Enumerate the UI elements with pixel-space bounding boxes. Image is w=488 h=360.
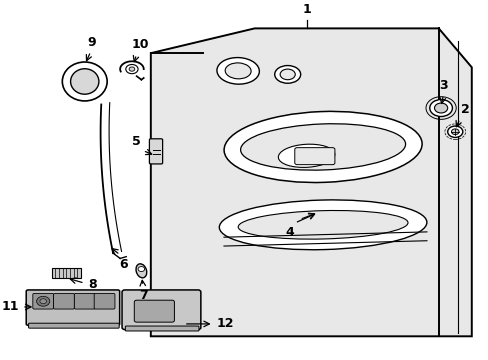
Ellipse shape (136, 264, 146, 278)
Text: 8: 8 (88, 279, 97, 292)
Text: 9: 9 (87, 36, 96, 49)
FancyBboxPatch shape (134, 300, 174, 322)
Ellipse shape (238, 211, 407, 239)
Ellipse shape (278, 144, 334, 167)
FancyBboxPatch shape (74, 293, 95, 309)
FancyBboxPatch shape (28, 323, 119, 328)
Ellipse shape (240, 124, 405, 170)
Text: 10: 10 (131, 38, 148, 51)
Circle shape (40, 299, 46, 304)
Text: 1: 1 (302, 3, 310, 16)
Text: 6: 6 (120, 258, 128, 271)
Circle shape (447, 126, 462, 138)
FancyBboxPatch shape (125, 326, 199, 331)
Circle shape (434, 103, 447, 113)
FancyBboxPatch shape (122, 290, 201, 329)
Text: 5: 5 (132, 135, 141, 148)
Ellipse shape (280, 69, 295, 80)
Ellipse shape (274, 66, 300, 83)
Text: 4: 4 (285, 225, 294, 239)
FancyBboxPatch shape (33, 293, 54, 309)
Circle shape (138, 266, 144, 271)
Circle shape (37, 296, 50, 306)
Circle shape (129, 67, 135, 71)
Circle shape (429, 99, 451, 117)
Ellipse shape (62, 62, 107, 101)
Circle shape (125, 64, 138, 74)
FancyBboxPatch shape (294, 148, 334, 165)
Text: 11: 11 (1, 301, 19, 314)
Polygon shape (150, 28, 471, 336)
Bar (52, 268, 81, 278)
Text: 12: 12 (217, 318, 234, 330)
FancyBboxPatch shape (149, 139, 163, 164)
Text: 7: 7 (139, 289, 148, 302)
Text: 2: 2 (460, 103, 468, 116)
Ellipse shape (70, 69, 99, 94)
Text: 3: 3 (438, 79, 447, 92)
Ellipse shape (224, 63, 251, 79)
FancyBboxPatch shape (94, 293, 115, 309)
Circle shape (450, 129, 458, 135)
Ellipse shape (224, 111, 421, 183)
FancyBboxPatch shape (54, 293, 74, 309)
Ellipse shape (219, 200, 426, 250)
FancyBboxPatch shape (26, 290, 120, 325)
Ellipse shape (217, 58, 259, 84)
